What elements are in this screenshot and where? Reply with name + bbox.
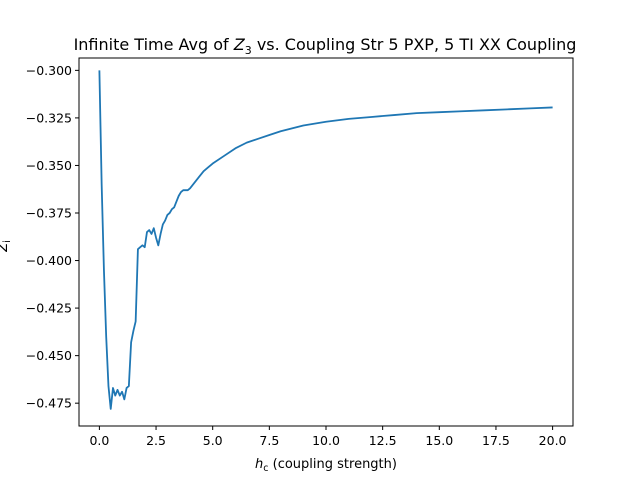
x-tick-label: 15.0 <box>425 433 453 448</box>
y-tick-label: −0.300 <box>26 63 72 78</box>
y-tick-label: −0.400 <box>26 253 72 268</box>
x-axis-label-rest: (coupling strength) <box>269 457 397 472</box>
x-tick-label: 2.5 <box>146 433 166 448</box>
y-tick-label: −0.350 <box>26 158 72 173</box>
y-tick-label: −0.325 <box>26 110 72 125</box>
chart-title-after: vs. Coupling Str 5 PXP, 5 TI XX Coupling <box>252 35 577 54</box>
y-axis-label-subscript: i <box>2 240 13 243</box>
y-tick-group: −0.300 −0.325 −0.350 −0.375 −0.400 −0.425 −0.4… <box>26 63 79 411</box>
x-tick-label: 17.5 <box>482 433 510 448</box>
chart-title: Infinite Time Avg of Z3 vs. Coupling Str… <box>74 35 577 57</box>
chart-title-italic: Z <box>233 35 246 54</box>
x-tick-label: 20.0 <box>539 433 567 448</box>
x-tick-label: 10.0 <box>312 433 340 448</box>
y-axis-label-italic: Z <box>0 242 11 253</box>
x-axis-label: hc (coupling strength) <box>255 457 397 474</box>
x-tick-group: 0.0 2.5 5.0 7.5 10.0 12.5 15.0 17.5 20.0 <box>89 426 567 448</box>
y-tick-label: −0.450 <box>26 348 72 363</box>
y-tick-label: −0.475 <box>26 396 72 411</box>
x-axis-label-italic: h <box>255 457 263 472</box>
x-tick-label: 12.5 <box>369 433 397 448</box>
x-tick-label: 7.5 <box>259 433 279 448</box>
x-tick-label: 0.0 <box>89 433 109 448</box>
y-tick-label: −0.375 <box>26 205 72 220</box>
series-line-0 <box>98 70 553 410</box>
y-axis-label: Zi <box>0 240 13 253</box>
x-tick-label: 5.0 <box>203 433 223 448</box>
chart-title-before: Infinite Time Avg of <box>74 35 234 54</box>
y-tick-label: −0.425 <box>26 301 72 316</box>
x-axis-label-subscript: c <box>263 463 268 474</box>
series-group <box>98 70 553 410</box>
chart-title-subscript: 3 <box>245 44 252 57</box>
